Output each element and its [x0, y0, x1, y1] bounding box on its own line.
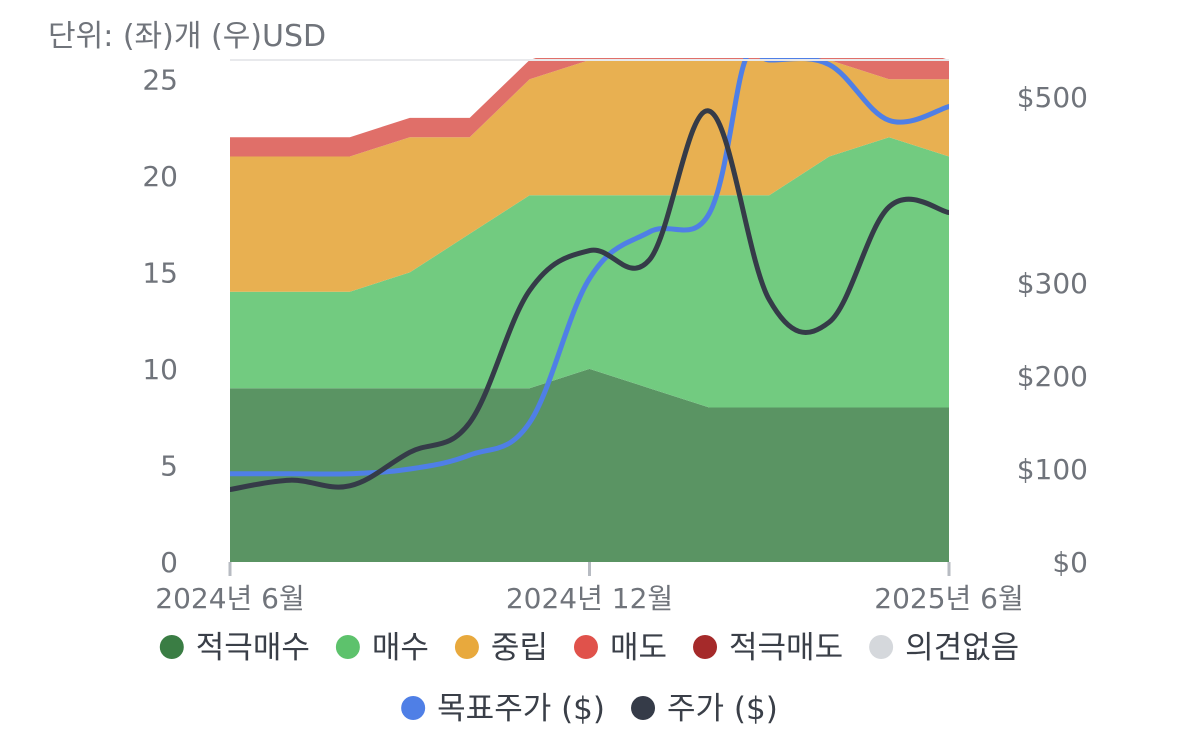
legend-marker [573, 635, 598, 659]
legend-marker [401, 696, 426, 720]
y-right-tick-label: $200 [1017, 360, 1088, 393]
y-right-tick-label: $100 [1017, 453, 1088, 486]
legend-label: 매수 [372, 630, 429, 666]
y-left-tick-label: 20 [142, 160, 178, 193]
legend-label: 중립 [491, 630, 548, 666]
y-right-tick-label: $500 [1017, 81, 1088, 114]
y-left-tick-label: 5 [160, 449, 178, 482]
y-left-tick-label: 0 [160, 546, 178, 579]
legend-label: 적극매수 [196, 630, 310, 666]
legend-label: 매도 [610, 630, 667, 666]
x-tick-label: 2024년 6월 [155, 582, 305, 615]
legend-marker [454, 635, 479, 659]
area-series-0 [230, 368, 949, 562]
legend-label: 목표주가 ($) [437, 691, 605, 727]
y-left-tick-label: 15 [142, 256, 178, 289]
legend-label: 의견없음 [905, 630, 1019, 666]
x-tick-label: 2025년 6월 [874, 582, 1024, 615]
y-right-tick-label: $0 [1052, 546, 1088, 579]
unit-label: 단위: (좌)개 (우)USD [48, 19, 326, 54]
x-tick-label: 2024년 12월 [506, 582, 673, 615]
area-series-2 [230, 60, 949, 292]
legend-marker [693, 635, 718, 659]
y-right-tick-label: $300 [1017, 267, 1088, 300]
legend-marker [631, 696, 656, 720]
y-left-tick-label: 25 [142, 63, 178, 96]
legend-marker [869, 635, 894, 659]
area-series-1 [230, 137, 949, 408]
price-lines [230, 58, 949, 492]
legend-marker [335, 635, 360, 659]
line-series-1 [230, 108, 949, 492]
area-series-3 [230, 58, 949, 157]
legend-label: 적극매도 [729, 630, 843, 666]
axes: 0 5 10 15 20 25 $0 $100 $200 $300 $500 2024년 6월 2024… [142, 59, 1088, 615]
stacked-areas [230, 58, 949, 562]
legend-marker [159, 635, 184, 659]
legend-label: 주가 ($) [667, 691, 778, 727]
y-left-tick-label: 10 [142, 353, 178, 386]
